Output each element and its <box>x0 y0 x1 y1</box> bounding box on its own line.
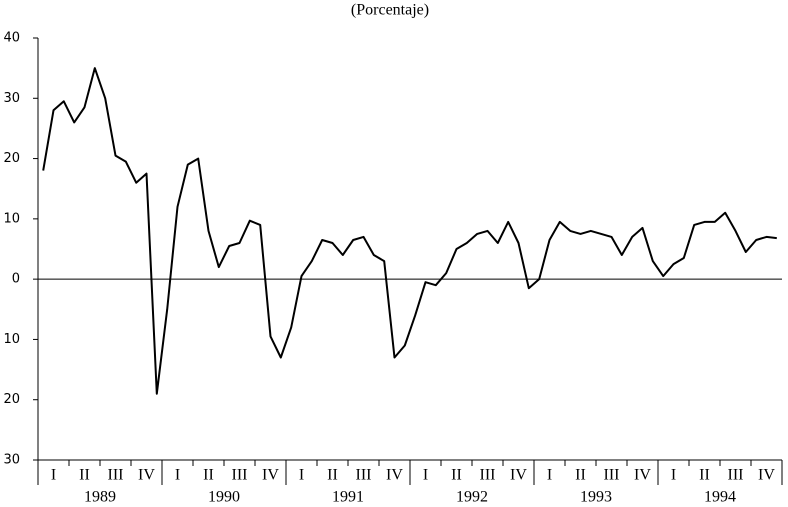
year-label: 1992 <box>456 489 488 506</box>
y-tick-label: 30 <box>3 453 20 468</box>
x-tick-label: I <box>299 467 304 484</box>
y-tick-label: 10 <box>3 211 20 226</box>
x-tick-label: IV <box>386 467 403 484</box>
x-tick-label: II <box>203 467 214 484</box>
x-tick-label: III <box>232 467 248 484</box>
y-tick-label: 20 <box>3 151 20 166</box>
x-tick-label: IV <box>634 467 651 484</box>
year-label: 1991 <box>332 489 364 506</box>
x-tick-label: I <box>547 467 552 484</box>
year-label: 1989 <box>84 489 116 506</box>
y-tick-label: 10 <box>3 332 20 347</box>
x-tick-label: II <box>451 467 462 484</box>
x-tick-label: I <box>423 467 428 484</box>
x-tick-label: IV <box>510 467 527 484</box>
line-series <box>42 67 777 395</box>
x-tick-label: II <box>79 467 90 484</box>
chart-title: (Porcentaje) <box>351 2 429 19</box>
x-tick-label: II <box>699 467 710 484</box>
x-tick-label: IV <box>758 467 775 484</box>
x-tick-label: II <box>575 467 586 484</box>
y-tick-label: 20 <box>3 392 20 407</box>
x-tick-label: II <box>327 467 338 484</box>
year-label: 1990 <box>208 489 240 506</box>
x-tick-label: I <box>51 467 56 484</box>
x-tick-label: IV <box>138 467 155 484</box>
x-tick-label: III <box>108 467 124 484</box>
y-tick-label: 40 <box>3 31 20 46</box>
x-tick-label: IV <box>262 467 279 484</box>
x-tick-label: III <box>356 467 372 484</box>
year-label: 1994 <box>704 489 736 506</box>
y-tick-label: 0 <box>12 272 20 287</box>
y-tick-label: 30 <box>3 91 20 106</box>
x-tick-label: I <box>175 467 180 484</box>
x-tick-label: III <box>728 467 744 484</box>
x-tick-label: III <box>480 467 496 484</box>
x-tick-label: III <box>604 467 620 484</box>
year-label: 1993 <box>580 489 612 506</box>
x-tick-label: I <box>671 467 676 484</box>
